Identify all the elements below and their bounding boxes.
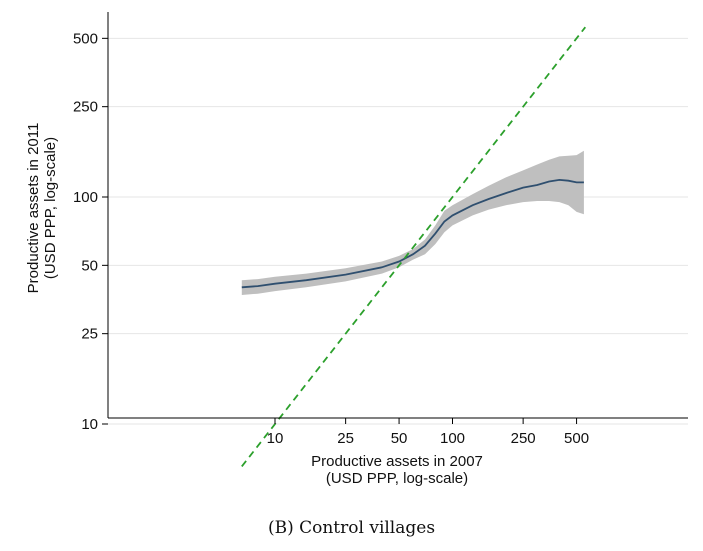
y-tick-label-250: 250 — [73, 99, 98, 116]
diagonal-45-degree-line — [241, 26, 587, 468]
x-tick-label-10: 10 — [267, 430, 284, 447]
y-tick-label-25: 25 — [81, 326, 98, 343]
fit-line — [241, 178, 584, 289]
x-tick-label-50: 50 — [391, 430, 408, 447]
x-tick-label-25: 25 — [337, 430, 354, 447]
caption-text: Control villages — [299, 518, 436, 538]
confidence-band-area — [241, 150, 584, 295]
confidence-band — [241, 150, 584, 295]
figure-caption: (B) Control villages — [0, 518, 703, 538]
x-axis-label: Productive assets in 2007 — [311, 453, 483, 470]
y-tick-label-50: 50 — [81, 257, 98, 274]
y-axis-label: Productive assets in 2011 — [25, 123, 42, 294]
tick-labels: 10 25 50 100 250 500 10 25 50 100 250 500 — [73, 30, 589, 447]
x-tick-label-100: 100 — [440, 430, 465, 447]
axes — [102, 12, 688, 425]
y-tick-label-10: 10 — [81, 416, 98, 433]
series-lines — [241, 26, 587, 468]
y-tick-label-500: 500 — [73, 30, 98, 47]
x-axis-sublabel: (USD PPP, log-scale) — [326, 470, 468, 487]
caption-label: (B) — [267, 518, 294, 538]
y-tick-label-100: 100 — [73, 189, 98, 206]
x-tick-label-250: 250 — [511, 430, 536, 447]
x-tick-label-500: 500 — [564, 430, 589, 447]
y-axis-sublabel: (USD PPP, log-scale) — [42, 137, 59, 279]
gridlines — [108, 37, 688, 425]
